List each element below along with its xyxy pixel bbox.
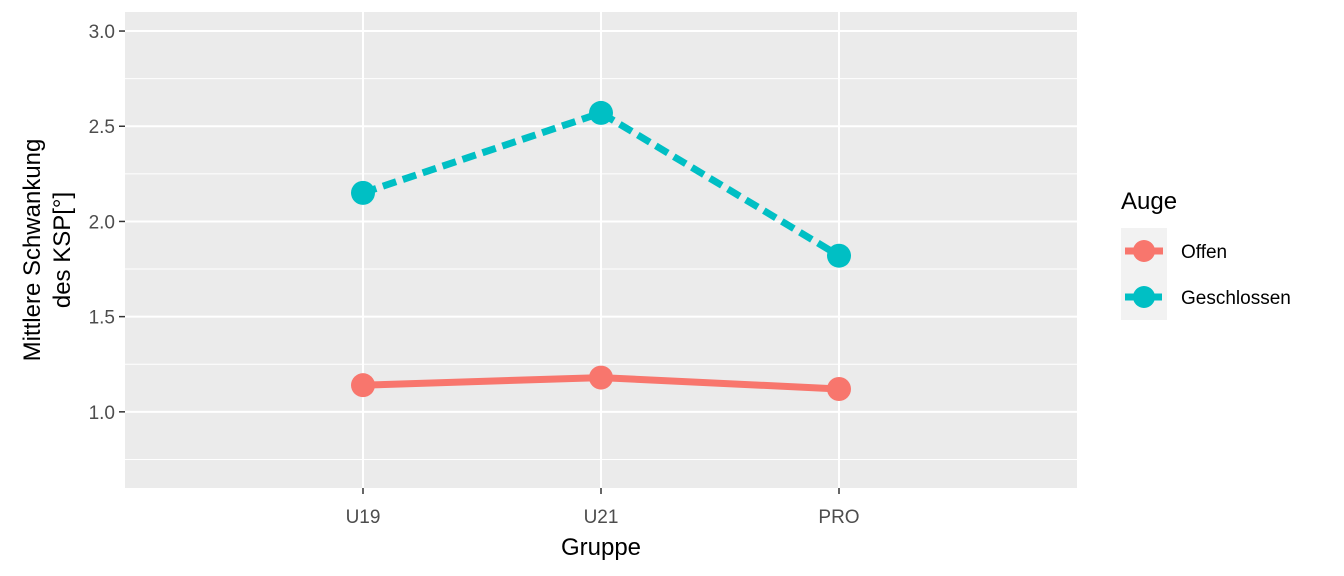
x-axis-title: Gruppe — [561, 534, 641, 561]
legend-label-geschlossen: Geschlossen — [1181, 288, 1291, 309]
data-point-geschlossen-pro — [827, 243, 851, 268]
x-tick-label: U19 — [346, 507, 381, 528]
y-tick-label: 1.0 — [89, 403, 115, 424]
y-tick-label: 1.5 — [89, 308, 115, 329]
data-point-offen-pro — [827, 376, 851, 401]
legend-label-offen: Offen — [1181, 242, 1227, 263]
data-point-offen-u19 — [351, 373, 375, 398]
axes: 1.0 1.5 2.0 2.5 3.0 U19 U21 PRO — [89, 22, 860, 528]
y-axis-title-line2: des KSP[°] — [49, 192, 76, 308]
y-tick-label: 2.0 — [89, 212, 115, 233]
legend-key-offen-point — [1133, 240, 1155, 262]
legend-title: Auge — [1121, 188, 1177, 215]
x-tick-label: PRO — [818, 507, 859, 528]
grid-lines — [125, 12, 1077, 488]
y-tick-label: 2.5 — [89, 117, 115, 138]
data-point-geschlossen-u21 — [589, 100, 613, 125]
legend: Auge Offen Geschlossen — [1121, 188, 1291, 320]
series-layer — [351, 100, 851, 401]
data-point-geschlossen-u19 — [351, 180, 375, 205]
legend-key-geschlossen-point — [1133, 286, 1155, 308]
x-tick-label: U21 — [584, 507, 619, 528]
y-axis-title-line1: Mittlere Schwankung — [19, 139, 46, 362]
data-point-offen-u21 — [589, 365, 613, 390]
y-tick-label: 3.0 — [89, 22, 115, 43]
